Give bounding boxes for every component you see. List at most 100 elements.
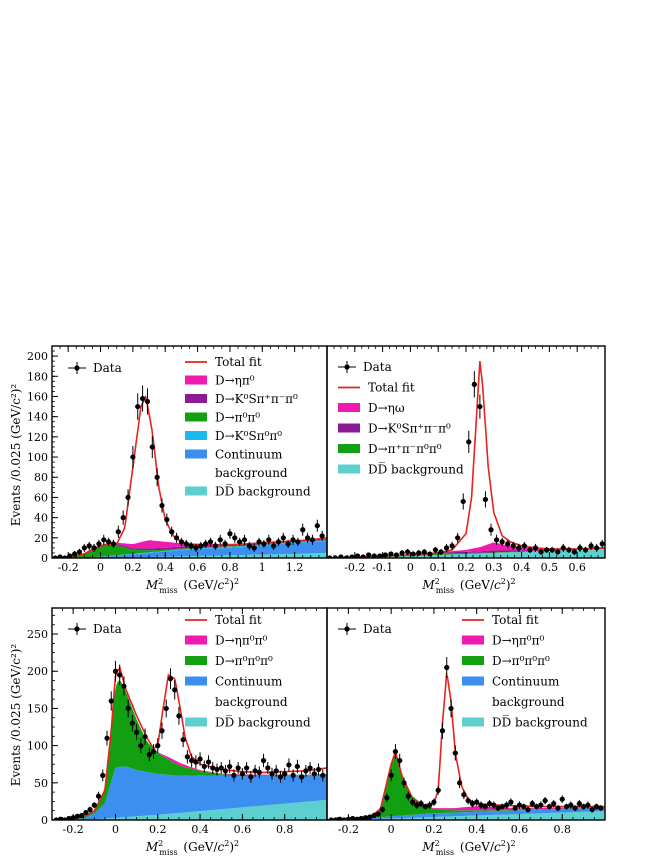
data-point <box>154 468 160 487</box>
legend-label: DD̅ background <box>492 714 588 729</box>
data-point <box>235 761 241 774</box>
data-point <box>232 532 238 543</box>
data-point <box>303 764 309 777</box>
data-point <box>566 546 572 553</box>
data-point <box>510 541 516 550</box>
data-point <box>521 803 527 810</box>
data-point <box>134 724 140 741</box>
data-point <box>271 541 277 550</box>
data-point <box>366 552 372 558</box>
data-point <box>593 803 600 810</box>
legend-label: background <box>492 695 565 709</box>
data-point <box>149 435 155 459</box>
data-point <box>108 691 114 711</box>
data-point <box>66 815 72 820</box>
data-point <box>299 770 305 783</box>
data-point <box>589 806 595 813</box>
data-point <box>188 541 194 550</box>
data-point <box>239 767 245 780</box>
x-axis-title: M2 miss (GeV/c2)2 <box>145 839 239 857</box>
data-point <box>266 534 272 545</box>
data-point <box>172 680 178 700</box>
legend-label: Continuum <box>215 448 283 462</box>
data-point <box>388 551 394 557</box>
data-point <box>516 801 523 809</box>
y-tick-label: 100 <box>27 451 48 464</box>
legend-label: Data <box>93 361 122 375</box>
data-point <box>438 548 444 555</box>
data-point <box>189 753 195 768</box>
data-point <box>91 543 97 552</box>
data-point <box>222 539 228 548</box>
data-point <box>418 799 424 808</box>
legend-swatch <box>462 676 484 686</box>
data-point <box>588 541 594 550</box>
data-point <box>205 755 212 769</box>
data-point <box>294 759 300 774</box>
data-point <box>256 537 262 546</box>
panel-top-left: -0.2 0 0.2 0.4 0.6 0.8 1 1.2 0 20 40 60 80 100 120 140 1… <box>27 345 328 595</box>
data-point <box>104 730 110 746</box>
data-point <box>290 534 296 545</box>
y-tick-label: 140 <box>27 411 48 424</box>
data-point <box>83 809 89 816</box>
data-point <box>304 532 311 543</box>
data-point <box>256 766 262 779</box>
legend-label: background <box>215 695 288 709</box>
data-point <box>315 763 322 776</box>
data-point <box>155 738 161 754</box>
data-point <box>455 532 461 543</box>
data-point <box>311 767 317 780</box>
data-point <box>248 770 254 783</box>
data-point <box>533 803 540 810</box>
data-point <box>504 801 510 809</box>
data-point <box>427 801 433 809</box>
x-tick-label: 0.2 <box>149 823 167 836</box>
panel-bottom-left: -0.2 0 0.2 0.4 0.6 0.8 0 50 100 150 200 250 M2 miss (… <box>27 607 328 857</box>
y-tick-label: 200 <box>27 350 48 363</box>
data-point <box>469 799 476 808</box>
data-point <box>246 541 252 550</box>
data-point <box>414 801 420 809</box>
data-point <box>452 745 458 761</box>
data-point <box>261 539 267 548</box>
data-point <box>471 371 477 398</box>
data-point <box>405 791 411 801</box>
legend: Data Total fit D→ηω D→K⁰Sπ⁺π⁻π⁰ D→π⁺π⁻π⁰π⁰ DD… <box>338 360 464 477</box>
data-point <box>377 553 383 558</box>
data-point <box>568 801 574 809</box>
data-point <box>183 539 189 548</box>
data-point <box>431 798 437 806</box>
data-point <box>74 813 80 819</box>
legend-swatch <box>338 403 360 412</box>
area-d- <box>52 539 327 558</box>
data-point <box>282 767 288 780</box>
legend-label: Total fit <box>492 613 539 627</box>
data-point <box>560 543 566 552</box>
data-point <box>277 770 284 783</box>
data-point <box>542 796 548 805</box>
data-point <box>527 546 533 553</box>
data-point <box>499 803 505 810</box>
y-tick-label: 0 <box>41 552 48 565</box>
x-tick-label: 0.6 <box>511 823 529 836</box>
data-point <box>538 548 544 555</box>
data-point <box>280 532 286 543</box>
x-tick-label: 0 <box>407 561 414 574</box>
data-point <box>598 805 604 812</box>
legend-label: D→π⁰π⁰ <box>215 411 260 425</box>
y-tick-label: 100 <box>27 740 48 753</box>
data-point <box>106 537 112 546</box>
data-point <box>125 699 131 718</box>
x-tick-label: -0.2 <box>63 823 84 836</box>
legend: Data Total fit D→ηπ⁰π⁰ D→π⁰π⁰π⁰ Continuum bac… <box>338 613 588 730</box>
data-point <box>585 801 591 809</box>
data-point <box>87 806 93 813</box>
data-point <box>178 537 185 546</box>
data-point <box>159 498 165 513</box>
data-point <box>432 546 439 553</box>
data-point <box>146 747 152 762</box>
x-tick-label: 0 <box>388 823 395 836</box>
data-point <box>555 548 561 555</box>
panel-top-right: -0.2 -0.1 0 0.1 0.2 0.3 0.4 0.5 0.6 M2 miss (GeV/c… <box>326 345 606 595</box>
